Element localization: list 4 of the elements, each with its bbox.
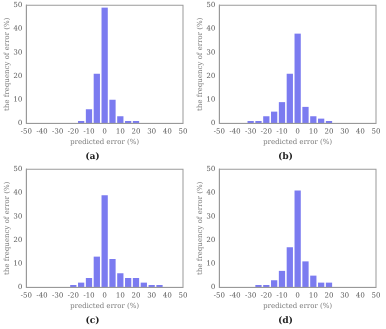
text: (a) <box>85 152 100 162</box>
text: (d) <box>278 316 293 326</box>
text: (c) <box>86 316 100 326</box>
text: (b) <box>278 152 293 162</box>
